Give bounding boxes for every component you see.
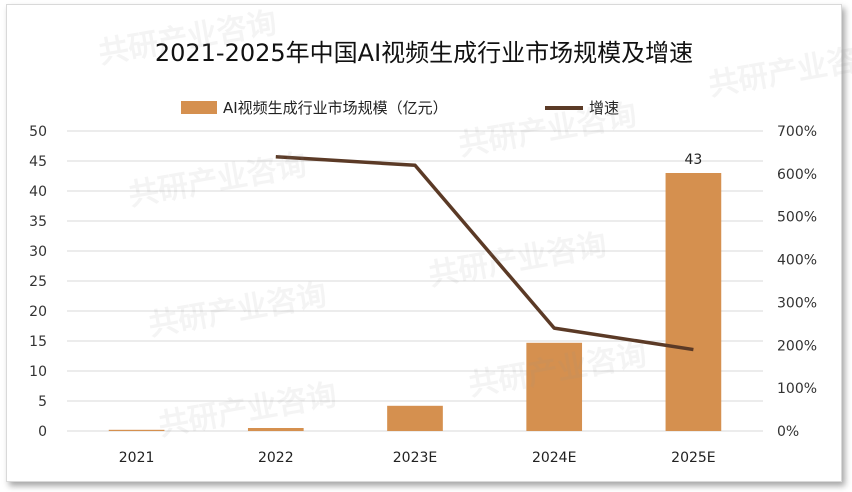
legend-label-bar: AI视频生成行业市场规模（亿元）: [223, 99, 448, 117]
y-left-tick-label: 20: [29, 304, 47, 320]
bar: [526, 342, 583, 431]
y-left-tick-label: 50: [29, 124, 47, 140]
x-tick-label: 2025E: [671, 450, 715, 466]
y-left-tick-label: 45: [29, 154, 47, 170]
bar: [665, 173, 722, 431]
chart-frame: 2021-2025年中国AI视频生成行业市场规模及增速 AI视频生成行业市场规模…: [6, 4, 852, 482]
y-left-tick-label: 0: [38, 424, 47, 440]
x-tick-label: 2022: [258, 450, 294, 466]
growth-line: [275, 154, 694, 352]
y-right-tick-label: 600%: [777, 167, 817, 183]
bar: [247, 428, 304, 431]
y-right-tick-label: 300%: [777, 295, 817, 311]
legend-swatch-bar: [181, 101, 217, 114]
y-left-tick-label: 5: [38, 394, 47, 410]
y-left-tick-label: 25: [29, 274, 47, 290]
y-left-tick-label: 10: [29, 364, 47, 380]
y-right-tick-label: 400%: [777, 253, 817, 269]
bar: [387, 405, 443, 431]
x-tick-label: 2021: [119, 450, 155, 466]
chart-title: 2021-2025年中国AI视频生成行业市场规模及增速: [154, 39, 694, 67]
plot-area: 051015202530354045500%100%200%300%400%50…: [29, 124, 817, 466]
legend: AI视频生成行业市场规模（亿元） 增速: [7, 97, 841, 119]
x-tick-label: 2023E: [393, 450, 437, 466]
legend-swatch-line: [545, 105, 583, 110]
y-right-tick-label: 700%: [777, 124, 817, 140]
y-left-tick-label: 30: [29, 244, 47, 260]
legend-label-line: 增速: [589, 99, 620, 117]
legend-item-line: 增速: [545, 97, 619, 118]
y-right-tick-label: 100%: [777, 381, 817, 397]
y-right-tick-label: 0%: [777, 424, 799, 440]
y-left-tick-label: 15: [29, 334, 47, 350]
bar: [108, 429, 165, 431]
y-right-tick-label: 500%: [777, 210, 817, 226]
legend-item-bar: AI视频生成行业市场规模（亿元）: [181, 97, 448, 118]
y-left-tick-label: 40: [29, 184, 47, 200]
y-right-tick-label: 200%: [777, 338, 817, 354]
y-left-tick-label: 35: [29, 214, 47, 230]
x-tick-label: 2024E: [532, 450, 576, 466]
data-label: 43: [684, 152, 702, 168]
